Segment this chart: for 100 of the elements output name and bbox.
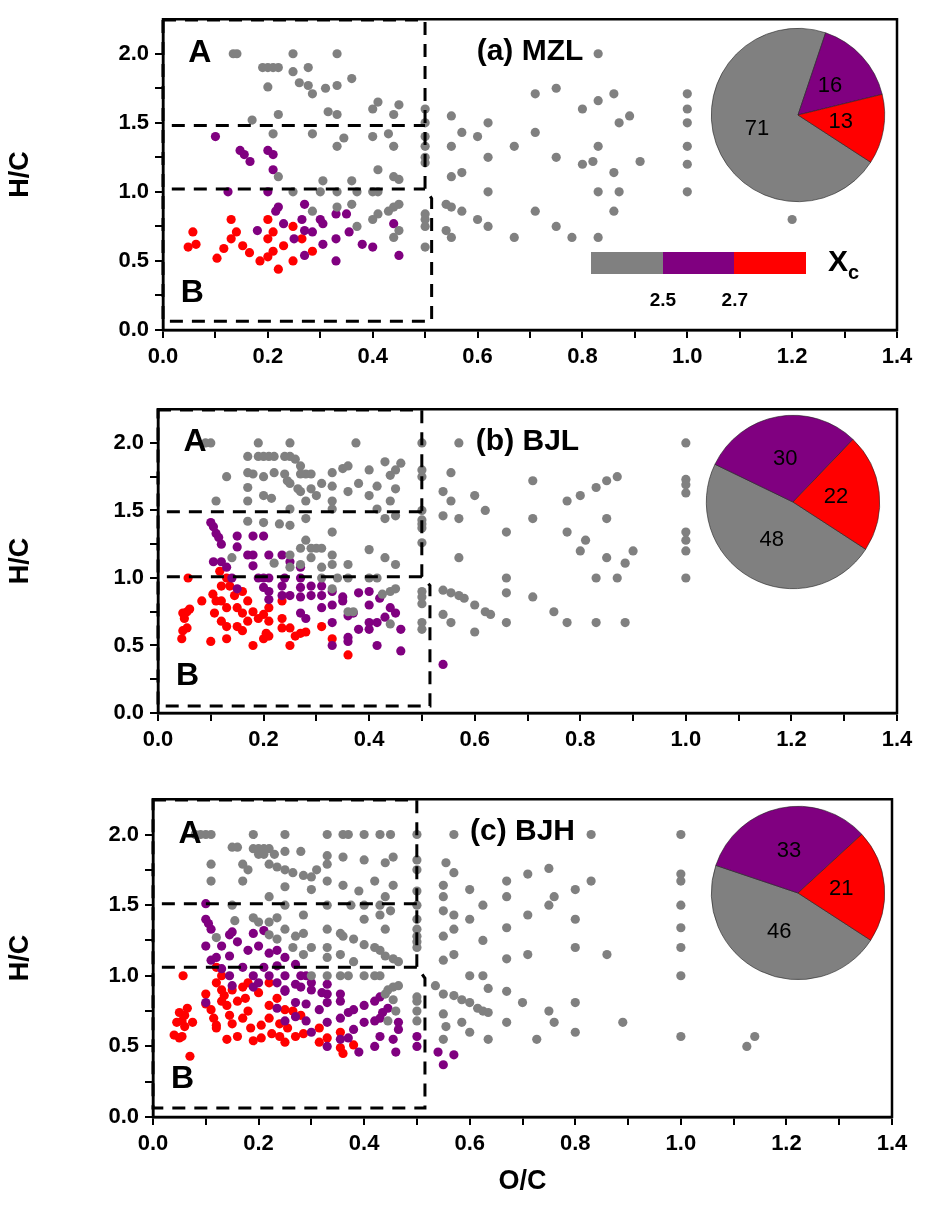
point (226, 214, 236, 225)
point (277, 623, 287, 633)
y-tick-label: 1.0 (108, 961, 139, 987)
point (222, 634, 232, 644)
point (278, 219, 289, 229)
point (299, 199, 310, 209)
data-label: 13 (828, 108, 853, 134)
point (273, 264, 283, 274)
x-tick-label: 1.4 (881, 726, 914, 752)
point (177, 634, 187, 644)
point (317, 621, 327, 632)
x-axis-title: O/C (498, 1165, 547, 1196)
annotation: 2.5 (649, 288, 677, 310)
x-tick-label: 1.4 (881, 343, 914, 369)
x-tick-label: 0.0 (142, 726, 174, 752)
point (252, 225, 262, 236)
data-label: 16 (817, 71, 843, 97)
point (258, 609, 269, 620)
y-tick-label: 0.5 (113, 631, 144, 657)
point (216, 616, 226, 626)
data-label: 21 (828, 875, 854, 901)
point (191, 239, 201, 249)
point (318, 239, 328, 249)
point (277, 613, 287, 624)
y-tick-label: 1.0 (118, 177, 149, 203)
y-tick-label: 0.5 (118, 247, 149, 272)
point (289, 234, 299, 244)
point (297, 214, 307, 225)
y-tick-label: 0.0 (118, 316, 149, 342)
data-label: 48 (759, 525, 784, 551)
x-tick-label: 1.2 (776, 726, 807, 752)
y-tick-label: 1.0 (113, 564, 144, 590)
y-tick-label: 1.5 (113, 496, 144, 522)
y-tick-label: 2.0 (108, 820, 139, 846)
point (299, 250, 310, 261)
data-label: 33 (776, 836, 802, 862)
point (183, 242, 193, 252)
y-tick-label: 0.5 (108, 1032, 139, 1058)
point (288, 256, 298, 266)
x-tick-label: 0.6 (459, 726, 491, 752)
point (278, 241, 289, 251)
x-tick-label: 0.2 (248, 726, 279, 752)
point (238, 241, 248, 251)
point (344, 227, 354, 237)
point (331, 256, 341, 266)
point (394, 250, 404, 261)
x-tick-label: 0.4 (353, 726, 386, 752)
x-tick-label: 0.0 (147, 343, 179, 369)
x-tick-label: 0.2 (243, 1130, 274, 1156)
x-tick-label: 0.8 (559, 1130, 591, 1156)
point (231, 227, 241, 237)
x-tick-label: 0.4 (357, 343, 389, 369)
point (210, 132, 221, 142)
point (263, 214, 273, 225)
y-tick-label: 1.5 (108, 891, 139, 917)
y-tick-label: 0.0 (108, 1103, 139, 1129)
point (237, 626, 248, 636)
point (243, 596, 253, 606)
point (357, 239, 367, 249)
point (226, 234, 236, 244)
point (307, 246, 318, 256)
point (368, 242, 378, 252)
text: (a) MZL (476, 33, 584, 67)
point (232, 603, 242, 613)
x-tick-label: 1.0 (671, 343, 703, 369)
point (264, 603, 274, 613)
data-label: 30 (773, 445, 798, 471)
point (209, 608, 220, 618)
point (285, 640, 295, 651)
y-tick-label: 0.0 (113, 699, 144, 725)
annotation: A (178, 813, 202, 850)
text: (b) BJL (475, 423, 580, 457)
x-tick-label: 0.8 (567, 343, 598, 369)
annotation: B (180, 272, 204, 309)
point (264, 616, 274, 626)
x-tick-label: 0.2 (252, 343, 284, 369)
point (268, 246, 278, 256)
point (182, 623, 192, 633)
x-tick-label: 0.6 (454, 1130, 486, 1156)
point (271, 206, 281, 216)
point (245, 156, 255, 167)
point (389, 219, 399, 229)
data-label: 71 (744, 115, 770, 141)
point (248, 640, 258, 651)
x-tick-label: 1.4 (876, 1130, 909, 1156)
point (188, 227, 198, 237)
point (243, 616, 253, 626)
point (222, 621, 232, 632)
x-tick-label: 0.6 (462, 343, 493, 369)
point (237, 608, 248, 618)
point (212, 253, 222, 263)
point (244, 248, 255, 258)
point (239, 149, 249, 160)
point (222, 603, 232, 613)
y-axis-title: H/C (3, 151, 34, 198)
point (268, 165, 278, 175)
y-tick-label: 2.0 (118, 39, 149, 65)
point (206, 636, 216, 647)
point (288, 221, 298, 231)
y-axis-title: H/C (3, 537, 34, 585)
